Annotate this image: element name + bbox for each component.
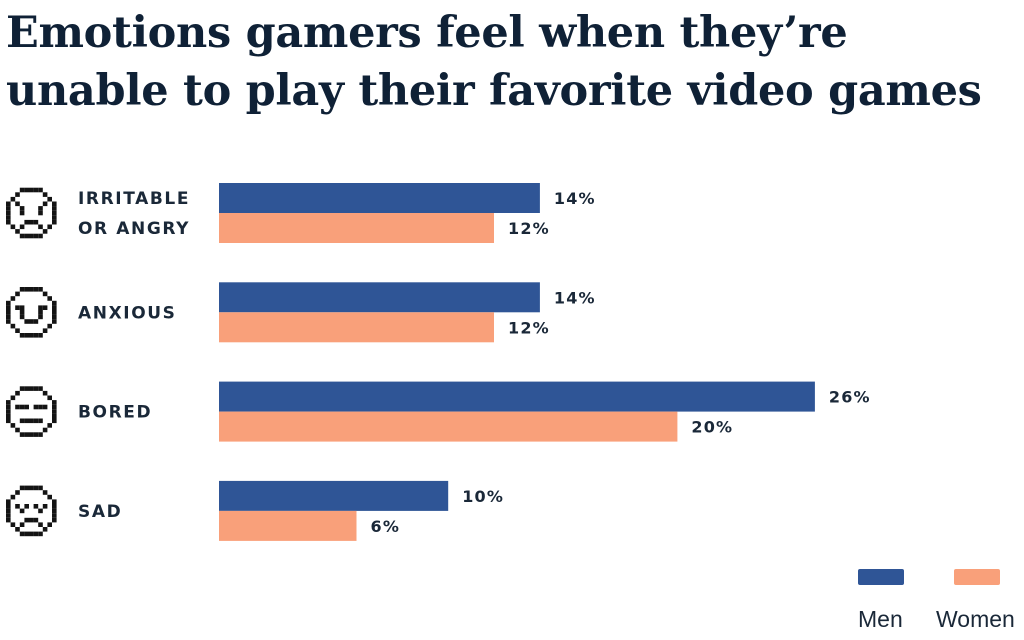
bar-men[interactable] bbox=[219, 183, 540, 213]
anxious-face-icon bbox=[6, 287, 57, 338]
legend-item-men[interactable]: Men bbox=[858, 568, 948, 640]
value-label-women: 20% bbox=[691, 418, 733, 437]
value-label-women: 6% bbox=[371, 517, 401, 536]
bored-face-icon bbox=[6, 386, 57, 437]
category-label: OR ANGRY bbox=[78, 219, 190, 239]
value-label-women: 12% bbox=[508, 318, 550, 337]
legend-swatch-men bbox=[858, 569, 904, 585]
value-label-men: 14% bbox=[554, 189, 596, 208]
bar-men[interactable] bbox=[219, 480, 449, 511]
bar-men[interactable] bbox=[219, 282, 540, 313]
value-label-men: 26% bbox=[829, 388, 871, 407]
legend-label-men: Men bbox=[858, 606, 903, 632]
value-label-women: 12% bbox=[508, 219, 550, 238]
bar-women[interactable] bbox=[219, 213, 494, 243]
category-label: SAD bbox=[78, 502, 122, 522]
bar-men[interactable] bbox=[219, 381, 815, 412]
bar-women[interactable] bbox=[219, 510, 357, 541]
legend: Men Women bbox=[840, 568, 1024, 640]
category-label: IRRITABLE bbox=[78, 189, 190, 209]
legend-swatch-women bbox=[954, 569, 1000, 585]
legend-label-women: Women bbox=[936, 606, 1015, 632]
category-label: ANXIOUS bbox=[78, 303, 177, 323]
value-label-men: 10% bbox=[462, 487, 504, 506]
bar-women[interactable] bbox=[219, 312, 494, 343]
sad-face-icon bbox=[6, 485, 57, 537]
angry-face-icon bbox=[6, 187, 57, 239]
chart-title: Emotions gamers feel when they’re unable… bbox=[6, 8, 982, 116]
category-label: BORED bbox=[78, 403, 152, 423]
value-label-men: 14% bbox=[554, 288, 596, 307]
legend-item-women[interactable]: Women bbox=[936, 568, 1024, 640]
bar-women[interactable] bbox=[219, 411, 678, 442]
